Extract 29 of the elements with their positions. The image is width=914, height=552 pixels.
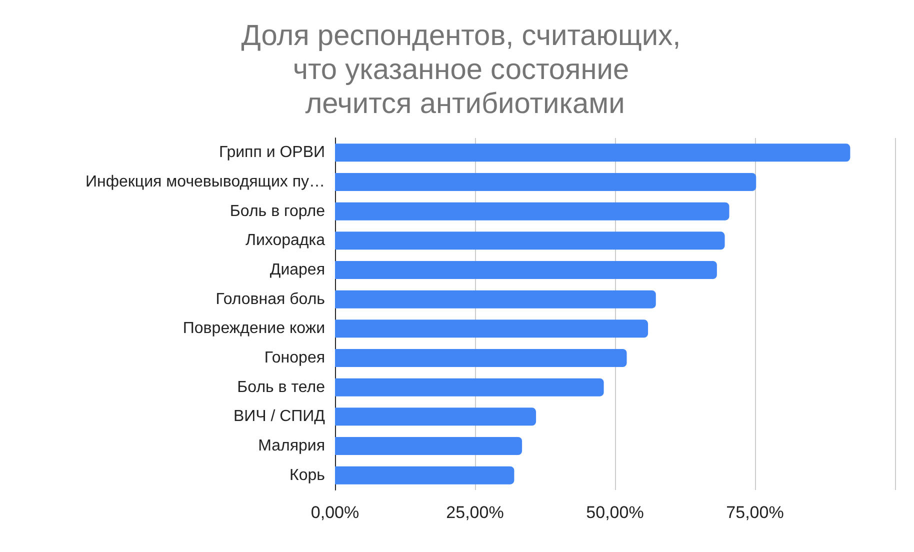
bar — [335, 378, 604, 396]
bar — [335, 261, 717, 279]
x-tick-label: 0,00% — [310, 503, 360, 522]
bar — [335, 232, 725, 250]
y-tick-label: Инфекция мочевыводящих пу… — [86, 174, 325, 190]
x-tick-label: 50,00% — [586, 503, 644, 522]
y-tick-label: Корь — [290, 466, 325, 484]
y-tick-label: Головная боль — [216, 290, 325, 308]
y-tick-label: Малярия — [258, 438, 325, 454]
bar — [335, 466, 514, 484]
bar — [335, 320, 648, 338]
y-tick-label: Грипп и ОРВИ — [218, 144, 325, 162]
bar — [335, 349, 627, 367]
bar — [335, 408, 536, 426]
x-tick-label: 25,00% — [446, 503, 504, 522]
y-tick-label: Гонорея — [264, 350, 325, 366]
bar — [335, 290, 656, 308]
bar — [335, 437, 522, 455]
bar — [335, 144, 850, 162]
x-tick-label: 75,00% — [726, 503, 784, 522]
bar — [335, 202, 730, 220]
y-tick-label: Лихорадка — [245, 232, 326, 250]
y-tick-label: Повреждение кожи — [182, 320, 325, 338]
y-tick-label: Диарея — [270, 262, 325, 278]
y-tick-label: Боль в теле — [237, 378, 326, 396]
chart-title: Доля респондентов, считающих, что указанное состояние лечится антибиотиками — [241, 20, 689, 120]
y-tick-label: ВИЧ / СПИД — [233, 408, 326, 426]
bar — [335, 173, 756, 191]
y-tick-label: Боль в горле — [230, 202, 326, 220]
